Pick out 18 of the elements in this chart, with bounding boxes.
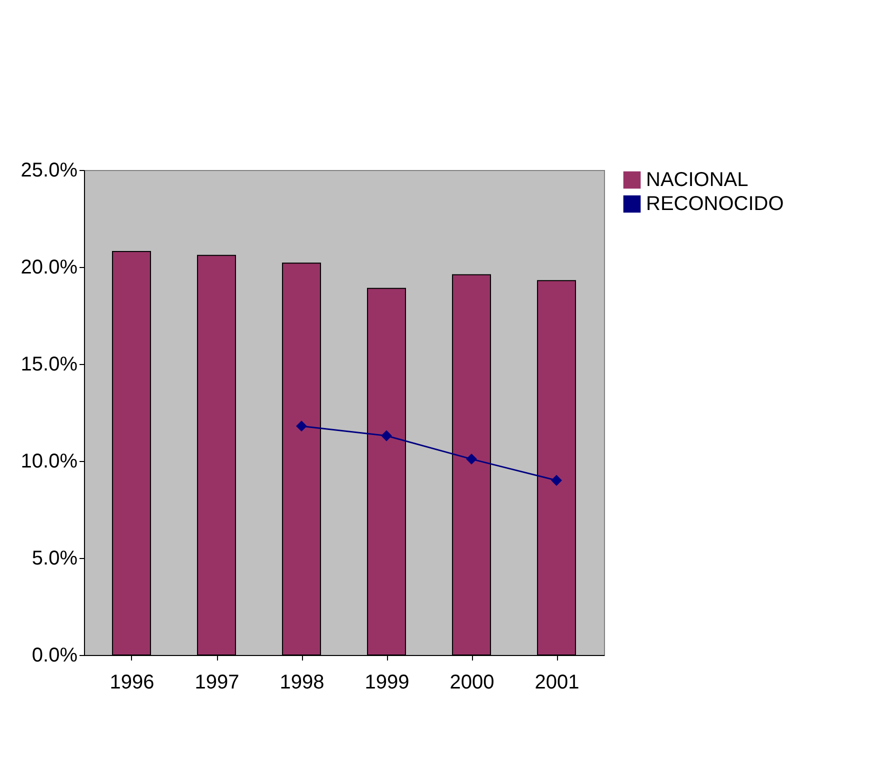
- legend-label: RECONOCIDO: [646, 193, 784, 215]
- x-tick-label: 1999: [364, 672, 410, 694]
- legend-label: NACIONAL: [646, 169, 748, 191]
- y-tick-label: 0.0%: [32, 644, 78, 666]
- point: [381, 430, 392, 442]
- x-tick-label: 1997: [194, 672, 240, 694]
- x-tick-label: 1996: [110, 672, 154, 694]
- point: [296, 420, 307, 432]
- y-tick-label: 20.0%: [20, 256, 78, 278]
- point: [466, 454, 477, 465]
- y-tick-label: 5.0%: [32, 548, 78, 570]
- y-tick-label: 25.0%: [20, 160, 78, 182]
- x-tick-label: 1998: [280, 672, 324, 694]
- x-tick-label: 2000: [450, 672, 494, 694]
- y-tick-label: 10.0%: [20, 450, 78, 472]
- x-tick-label: 2001: [534, 672, 580, 694]
- point: [551, 474, 562, 486]
- y-tick-label: 15.0%: [20, 354, 78, 376]
